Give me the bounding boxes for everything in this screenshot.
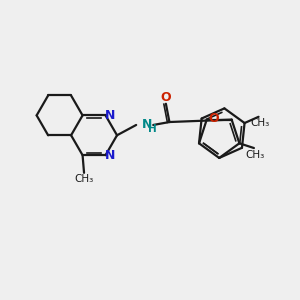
- Text: H: H: [148, 124, 157, 134]
- Text: CH₃: CH₃: [74, 174, 94, 184]
- Text: CH₃: CH₃: [250, 118, 270, 128]
- Text: O: O: [160, 91, 171, 104]
- Text: O: O: [208, 112, 218, 124]
- Text: N: N: [105, 109, 116, 122]
- Text: CH₃: CH₃: [246, 149, 265, 160]
- Text: N: N: [105, 149, 116, 162]
- Text: N: N: [142, 118, 152, 131]
